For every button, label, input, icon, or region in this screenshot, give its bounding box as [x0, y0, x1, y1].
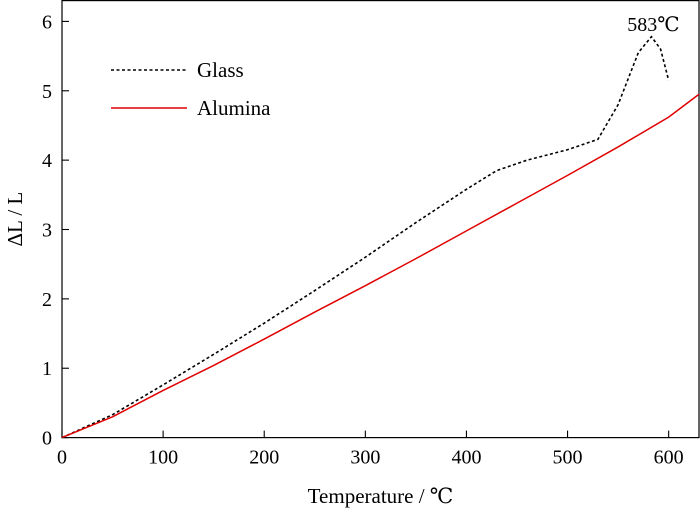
y-tick-label: 6 — [42, 11, 52, 33]
y-axis: 0 1 2 3 4 5 6 — [42, 11, 69, 450]
x-axis-title: Temperature / ℃ — [308, 484, 454, 508]
y-tick-label: 3 — [42, 220, 52, 242]
x-tick-label: 600 — [654, 447, 684, 469]
legend: Glass Alumina — [111, 58, 271, 120]
x-tick-label: 100 — [148, 447, 178, 469]
x-tick-label: 0 — [57, 447, 67, 469]
legend-label-glass: Glass — [197, 58, 244, 82]
peak-annotation: 583℃ — [627, 14, 679, 36]
y-tick-label: 4 — [42, 150, 52, 172]
series-layer — [61, 35, 700, 439]
plot-frame — [61, 0, 700, 439]
series-line-alumina — [61, 93, 700, 439]
legend-label-alumina: Alumina — [197, 96, 271, 120]
y-axis-title: ΔL / L — [3, 192, 27, 247]
x-tick-label: 400 — [451, 447, 481, 469]
y-tick-label: 1 — [42, 358, 52, 380]
axes — [61, 0, 700, 439]
y-tick-label: 2 — [42, 289, 52, 311]
y-tick-label: 5 — [42, 81, 52, 103]
series-line-glass — [61, 35, 670, 439]
x-tick-label: 200 — [249, 447, 279, 469]
x-axis: 0 100 200 300 400 500 600 — [57, 430, 684, 469]
y-tick-label: 0 — [42, 428, 52, 450]
x-tick-label: 300 — [350, 447, 380, 469]
x-tick-label: 500 — [553, 447, 583, 469]
annotations: 583℃ — [627, 14, 679, 36]
